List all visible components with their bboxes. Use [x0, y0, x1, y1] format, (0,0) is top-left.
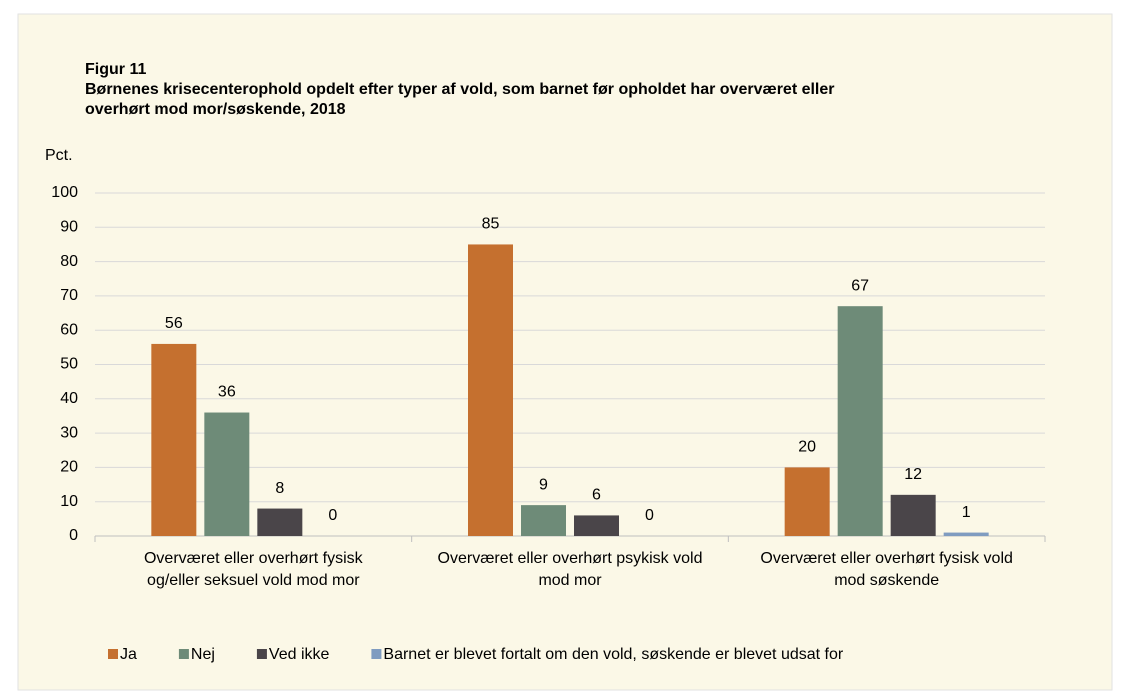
data-label: 8	[275, 480, 284, 497]
bar	[784, 467, 830, 536]
y-tick-label: 90	[60, 219, 78, 236]
data-label: 67	[851, 277, 869, 294]
data-label: 6	[592, 487, 601, 504]
y-tick-label: 100	[51, 184, 78, 201]
legend-label: Barnet er blevet fortalt om den vold, sø…	[383, 646, 843, 663]
legend-swatch	[371, 649, 382, 659]
chart-title: Figur 11	[85, 61, 147, 78]
y-tick-label: 30	[60, 424, 78, 441]
x-tick-label: Overværet eller overhørt fysisk og/eller…	[143, 550, 363, 589]
bar	[837, 306, 883, 536]
data-label: 56	[165, 315, 183, 332]
bar	[574, 515, 619, 536]
bar	[257, 508, 303, 536]
data-label: 1	[962, 504, 971, 521]
data-label: 12	[904, 466, 922, 483]
legend-swatch	[256, 649, 267, 659]
legend-label: Nej	[191, 646, 215, 663]
legend-swatch	[108, 649, 118, 659]
y-axis-label: Pct.	[45, 147, 73, 164]
legend-label: Ved ikke	[269, 646, 330, 663]
y-tick-label: 80	[60, 253, 78, 270]
legend-label: Ja	[120, 646, 137, 663]
data-label: 20	[798, 439, 816, 456]
y-tick-label: 50	[60, 356, 78, 373]
y-tick-label: 70	[60, 287, 78, 304]
bar	[890, 494, 936, 536]
y-tick-label: 60	[60, 321, 78, 338]
bar	[468, 244, 513, 536]
y-tick-label: 10	[60, 493, 78, 510]
bar	[521, 505, 566, 536]
legend-swatch	[178, 649, 189, 659]
y-tick-label: 20	[60, 459, 78, 476]
x-tick-label: Overværet eller overhørt psykisk vold mo…	[437, 550, 703, 589]
y-tick-label: 40	[60, 390, 78, 407]
data-label: 0	[328, 507, 337, 524]
x-tick-label: Overværet eller overhørt fysisk vold mod…	[760, 550, 1013, 589]
data-label: 36	[218, 384, 236, 401]
y-tick-label: 0	[69, 527, 78, 544]
chart-panel	[17, 13, 1113, 691]
bar	[943, 532, 989, 536]
chart-subtitle: Børnenes krisecenterophold opdelt efter …	[85, 81, 835, 118]
data-label: 9	[539, 476, 548, 493]
data-label: 0	[645, 507, 654, 524]
data-label: 85	[482, 216, 500, 233]
bar	[151, 343, 197, 536]
bar	[204, 412, 250, 536]
